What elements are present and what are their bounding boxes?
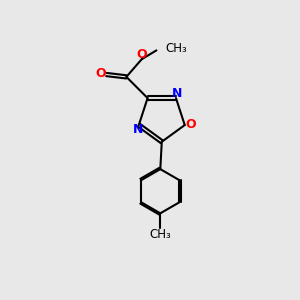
Text: N: N xyxy=(172,88,182,100)
Text: CH₃: CH₃ xyxy=(165,42,187,56)
Text: CH₃: CH₃ xyxy=(149,228,171,241)
Text: N: N xyxy=(132,123,143,136)
Text: O: O xyxy=(95,67,106,80)
Text: O: O xyxy=(136,48,147,61)
Text: O: O xyxy=(185,118,196,131)
